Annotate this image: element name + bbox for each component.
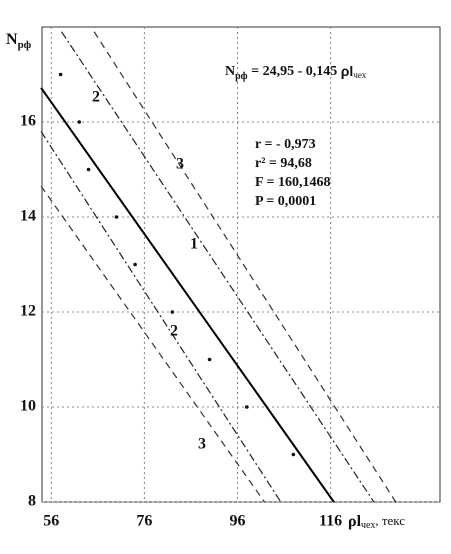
data-point xyxy=(133,262,137,267)
y-tick-label: 16 xyxy=(20,113,36,130)
data-point xyxy=(245,405,249,409)
x-axis-label: ρlчех, текс xyxy=(348,513,405,532)
stat-line: r² = 94,68 xyxy=(255,156,312,171)
stat-line: r = - 0,973 xyxy=(255,137,316,152)
regression-line xyxy=(40,87,335,503)
data-point xyxy=(114,215,119,219)
stat-line: P = 0,0001 xyxy=(255,194,316,209)
data-point xyxy=(77,120,82,124)
line-label: 1 xyxy=(190,236,198,253)
data-point xyxy=(207,357,212,362)
y-tick-label: 14 xyxy=(20,208,36,225)
x-tick-label: 76 xyxy=(136,513,152,530)
regression-line xyxy=(61,31,375,503)
y-axis-label: Nрф xyxy=(6,31,32,51)
line-label: 3 xyxy=(176,156,184,173)
data-point xyxy=(291,452,296,457)
equation: Nрф = 24,95 - 0,145 ρlчех xyxy=(225,63,367,83)
y-tick-label: 10 xyxy=(20,398,36,415)
y-tick-label: 8 xyxy=(28,493,36,510)
stat-line: F = 160,1468 xyxy=(255,175,331,190)
regression-line xyxy=(40,185,265,503)
regression-line xyxy=(40,131,282,503)
plot-frame xyxy=(41,26,441,503)
regression-line xyxy=(93,31,397,503)
line-label: 2 xyxy=(92,89,100,106)
x-tick-label: 56 xyxy=(43,513,59,530)
stats: r = - 0,973 r² = 94,68 F = 160,1468 P = 0,0… xyxy=(255,137,331,209)
line-label: 3 xyxy=(198,436,206,453)
line-label: 2 xyxy=(170,323,178,340)
x-tick-label: 116 xyxy=(319,513,342,530)
x-tick-label: 96 xyxy=(230,513,246,530)
data-point xyxy=(170,310,175,314)
data-point xyxy=(58,72,63,77)
y-tick-label: 12 xyxy=(20,303,36,320)
data-point xyxy=(86,167,91,172)
